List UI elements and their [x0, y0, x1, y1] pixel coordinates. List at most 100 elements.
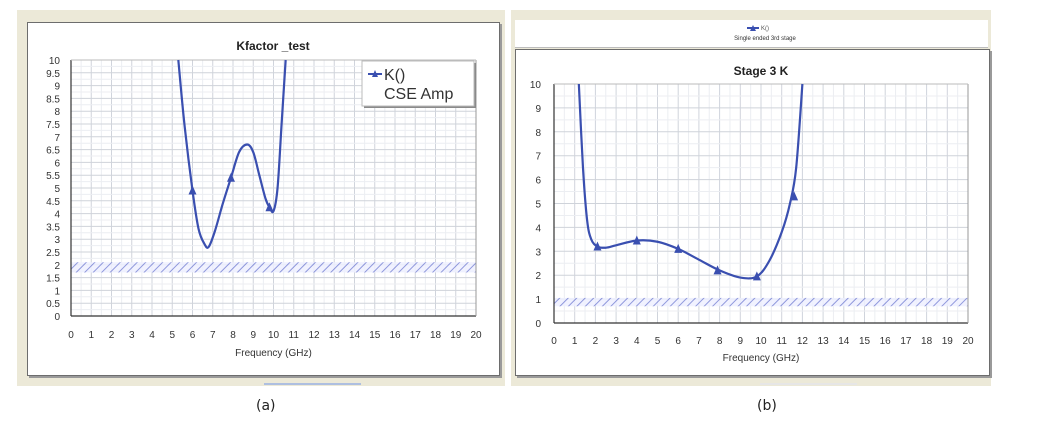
- x-tick-label: 4: [634, 336, 640, 347]
- y-tick-label: 1.5: [46, 274, 60, 285]
- y-tick-label: 7.5: [46, 120, 60, 131]
- x-tick-label: 16: [880, 336, 892, 347]
- x-tick-label: 3: [613, 336, 619, 347]
- y-tick-label: 2: [54, 261, 60, 272]
- y-tick-label: 5: [535, 200, 541, 211]
- legend-triangle-icon: [372, 70, 378, 77]
- legend-label-2: CSE Amp: [384, 86, 453, 103]
- x-tick-label: 18: [921, 336, 933, 347]
- y-tick-label: 10: [49, 56, 61, 67]
- x-tick-label: 6: [675, 336, 681, 347]
- x-tick-label: 20: [470, 330, 482, 341]
- x-tick-label: 11: [289, 330, 300, 341]
- x-tick-label: 17: [900, 336, 912, 347]
- y-tick-label: 0.5: [46, 299, 60, 310]
- x-tick-label: 19: [942, 336, 954, 347]
- y-tick-label: 6: [535, 176, 541, 187]
- series-line: [177, 59, 287, 249]
- x-tick-label: 12: [797, 336, 809, 347]
- scrollbar-a[interactable]: [264, 383, 361, 385]
- triangle-marker: [593, 241, 602, 251]
- x-axis-title: Frequency (GHz): [723, 353, 800, 364]
- x-tick-label: 9: [738, 336, 744, 347]
- y-tick-label: 9: [54, 82, 60, 93]
- legend-label-1: K(): [761, 26, 769, 32]
- x-tick-label: 5: [655, 336, 661, 347]
- triangle-marker: [790, 191, 799, 201]
- x-tick-label: 15: [369, 330, 381, 341]
- x-tick-label: 20: [962, 336, 974, 347]
- y-tick-label: 9: [535, 104, 541, 115]
- x-tick-label: 8: [717, 336, 723, 347]
- triangle-marker: [632, 235, 641, 245]
- y-tick-label: 5.5: [46, 171, 60, 182]
- y-tick-label: 3: [54, 235, 60, 246]
- x-tick-label: 11: [777, 336, 788, 347]
- x-tick-label: 12: [308, 330, 320, 341]
- series-line: [577, 83, 804, 280]
- x-axis-title: Frequency (GHz): [235, 348, 312, 359]
- x-tick-label: 9: [250, 330, 256, 341]
- stability-band-hatched: [71, 262, 476, 273]
- x-tick-label: 13: [818, 336, 830, 347]
- triangle-marker: [713, 265, 722, 275]
- legend-triangle-icon: [750, 25, 756, 31]
- triangle-marker: [674, 243, 683, 253]
- y-tick-label: 4: [54, 210, 60, 221]
- y-tick-label: 7: [535, 152, 541, 163]
- y-tick-label: 3.5: [46, 222, 60, 233]
- legend-label-1: K(): [384, 67, 405, 84]
- x-tick-label: 1: [88, 330, 94, 341]
- y-tick-label: 5: [54, 184, 60, 195]
- y-tick-label: 4.5: [46, 197, 60, 208]
- x-tick-label: 2: [593, 336, 599, 347]
- stability-band-hatched: [554, 297, 968, 307]
- chart-title: Kfactor _test: [236, 39, 309, 53]
- y-tick-label: 9.5: [46, 69, 60, 80]
- x-tick-label: 10: [755, 336, 767, 347]
- x-tick-label: 8: [230, 330, 236, 341]
- y-tick-label: 8: [54, 107, 60, 118]
- y-tick-label: 4: [535, 223, 541, 234]
- x-tick-label: 1: [572, 336, 578, 347]
- chart-a: Kfactor _test00.511.522.533.544.555.566.…: [46, 39, 482, 359]
- x-tick-label: 16: [389, 330, 401, 341]
- y-tick-label: 7: [54, 133, 60, 144]
- x-tick-label: 7: [210, 330, 216, 341]
- y-tick-label: 6.5: [46, 146, 60, 157]
- x-tick-label: 10: [268, 330, 280, 341]
- x-tick-label: 13: [329, 330, 341, 341]
- caption-a: (a): [256, 398, 276, 414]
- y-tick-label: 3: [535, 247, 541, 258]
- x-tick-label: 6: [190, 330, 196, 341]
- x-tick-label: 4: [149, 330, 155, 341]
- caption-b: (b): [757, 398, 777, 414]
- x-tick-label: 0: [551, 336, 557, 347]
- legend-strip-b: [515, 20, 988, 48]
- legend-label-2: Single ended 3rd stage: [734, 36, 796, 42]
- x-tick-label: 2: [109, 330, 115, 341]
- y-tick-label: 1: [54, 286, 60, 297]
- x-tick-label: 3: [129, 330, 135, 341]
- x-tick-label: 14: [838, 336, 850, 347]
- x-tick-label: 7: [696, 336, 702, 347]
- y-tick-label: 1: [535, 295, 541, 306]
- x-tick-label: 15: [859, 336, 871, 347]
- triangle-marker: [752, 271, 761, 281]
- y-tick-label: 10: [530, 80, 542, 91]
- x-tick-label: 19: [450, 330, 462, 341]
- x-tick-label: 5: [169, 330, 175, 341]
- chart-title: Stage 3 K: [734, 64, 789, 78]
- y-tick-label: 6: [54, 158, 60, 169]
- y-tick-label: 0: [535, 319, 541, 330]
- y-tick-label: 8.5: [46, 94, 60, 105]
- y-tick-label: 0: [54, 312, 60, 323]
- x-tick-label: 0: [68, 330, 74, 341]
- x-tick-label: 14: [349, 330, 361, 341]
- scrollbar-b[interactable]: [760, 383, 857, 385]
- y-tick-label: 2: [535, 271, 541, 282]
- triangle-marker: [188, 185, 197, 195]
- chart-frame-b: [515, 49, 990, 376]
- y-tick-label: 2.5: [46, 248, 60, 259]
